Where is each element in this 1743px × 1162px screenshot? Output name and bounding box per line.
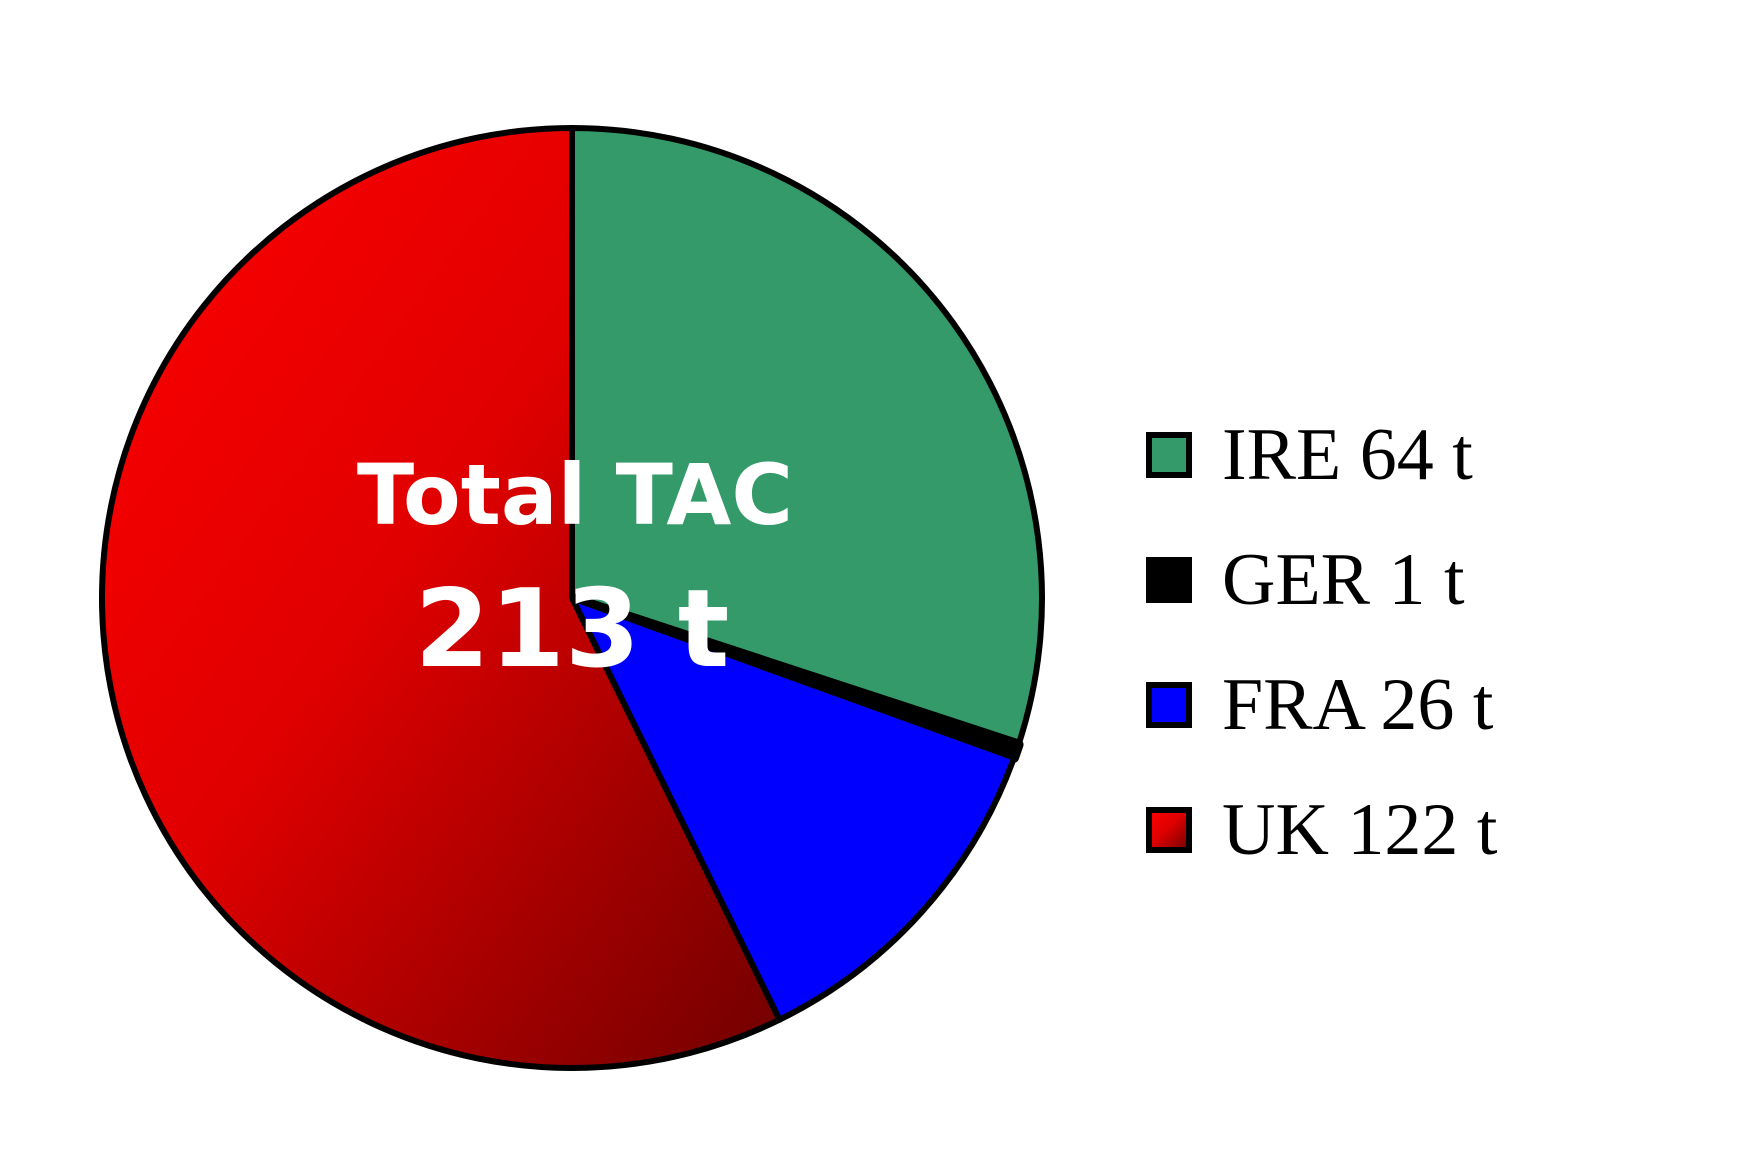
legend-label-fra: FRA 26 t bbox=[1222, 664, 1494, 746]
legend-label-uk: UK 122 t bbox=[1222, 789, 1498, 871]
center-title-line2: 213 t bbox=[415, 567, 730, 692]
legend-swatch-ire bbox=[1149, 435, 1189, 475]
center-label: Total TAC 213 t bbox=[357, 446, 793, 692]
legend-label-ger: GER 1 t bbox=[1222, 539, 1465, 621]
legend-swatch-uk bbox=[1149, 810, 1189, 850]
center-title-line1: Total TAC bbox=[357, 446, 793, 544]
legend-swatch-fra bbox=[1149, 685, 1189, 725]
legend-swatch-ger bbox=[1149, 560, 1189, 600]
legend-label-ire: IRE 64 t bbox=[1222, 414, 1473, 496]
legend: IRE 64 t GER 1 t FRA 26 t UK 122 t bbox=[1149, 414, 1498, 871]
